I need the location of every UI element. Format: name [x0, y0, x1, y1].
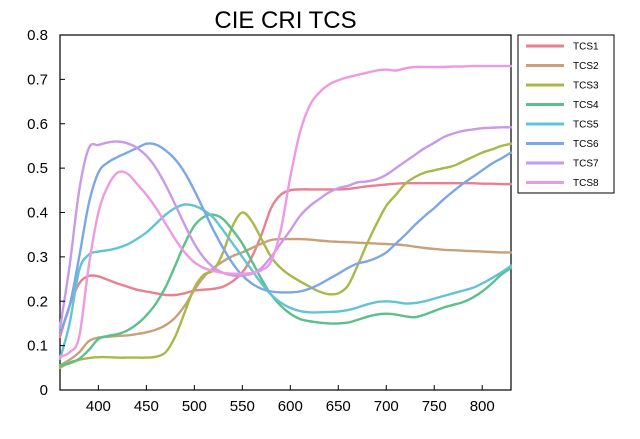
- legend-label: TCS6: [573, 139, 599, 150]
- legend-box: [517, 34, 615, 194]
- series-line-tcs5: [58, 203, 513, 361]
- legend-label: TCS5: [573, 120, 599, 131]
- series-line-tcs7: [58, 126, 513, 330]
- legend-item-tcs7: TCS7: [526, 159, 599, 170]
- x-tick-label: 750: [422, 398, 447, 415]
- x-tick-label: 400: [86, 398, 111, 415]
- legend-item-tcs8: TCS8: [526, 178, 599, 189]
- legend-item-tcs2: TCS2: [526, 61, 599, 72]
- x-axis: 400 450 500 550 600 650 700 750 800: [86, 385, 495, 415]
- x-tick-label: 800: [470, 398, 495, 415]
- x-tick-label: 450: [134, 398, 159, 415]
- legend-item-tcs5: TCS5: [526, 120, 599, 131]
- y-tick-label: 0.2: [27, 293, 48, 310]
- y-tick-label: 0.8: [27, 27, 48, 44]
- y-tick-label: 0.5: [27, 160, 48, 177]
- legend-label: TCS4: [573, 100, 599, 111]
- legend-label: TCS2: [573, 61, 599, 72]
- x-tick-label: 600: [278, 398, 303, 415]
- legend-item-tcs3: TCS3: [526, 81, 599, 92]
- series-line-tcs8: [58, 64, 513, 358]
- y-tick-label: 0: [40, 382, 48, 399]
- y-tick-label: 0.7: [27, 71, 48, 88]
- legend-item-tcs6: TCS6: [526, 139, 599, 150]
- series-line-tcs1: [58, 181, 513, 338]
- x-tick-label: 550: [230, 398, 255, 415]
- legend-label: TCS8: [573, 178, 599, 189]
- y-axis: 0 0.1 0.2 0.3 0.4 0.5 0.6 0.7 0.8: [27, 27, 65, 399]
- series-line-tcs4: [58, 213, 513, 367]
- y-tick-label: 0.3: [27, 249, 48, 266]
- plot-area: [59, 34, 512, 391]
- legend: TCS1 TCS2 TCS3 TCS4 TCS5 TCS6 TCS7 TCS8: [517, 34, 615, 194]
- y-tick-label: 0.4: [27, 205, 48, 222]
- legend-label: TCS1: [573, 42, 599, 53]
- chart-title: CIE CRI TCS: [214, 7, 356, 34]
- x-tick-label: 700: [374, 398, 399, 415]
- legend-item-tcs4: TCS4: [526, 100, 599, 111]
- series-layer: [58, 64, 513, 369]
- series-line-tcs3: [58, 142, 513, 369]
- legend-label: TCS7: [573, 159, 599, 170]
- legend-label: TCS3: [573, 81, 599, 92]
- plot-frame: [59, 34, 512, 391]
- series-line-tcs2: [58, 237, 513, 367]
- legend-item-tcs1: TCS1: [526, 42, 599, 53]
- y-tick-label: 0.1: [27, 338, 48, 355]
- x-tick-label: 500: [182, 398, 207, 415]
- x-tick-label: 650: [326, 398, 351, 415]
- y-tick-label: 0.6: [27, 116, 48, 133]
